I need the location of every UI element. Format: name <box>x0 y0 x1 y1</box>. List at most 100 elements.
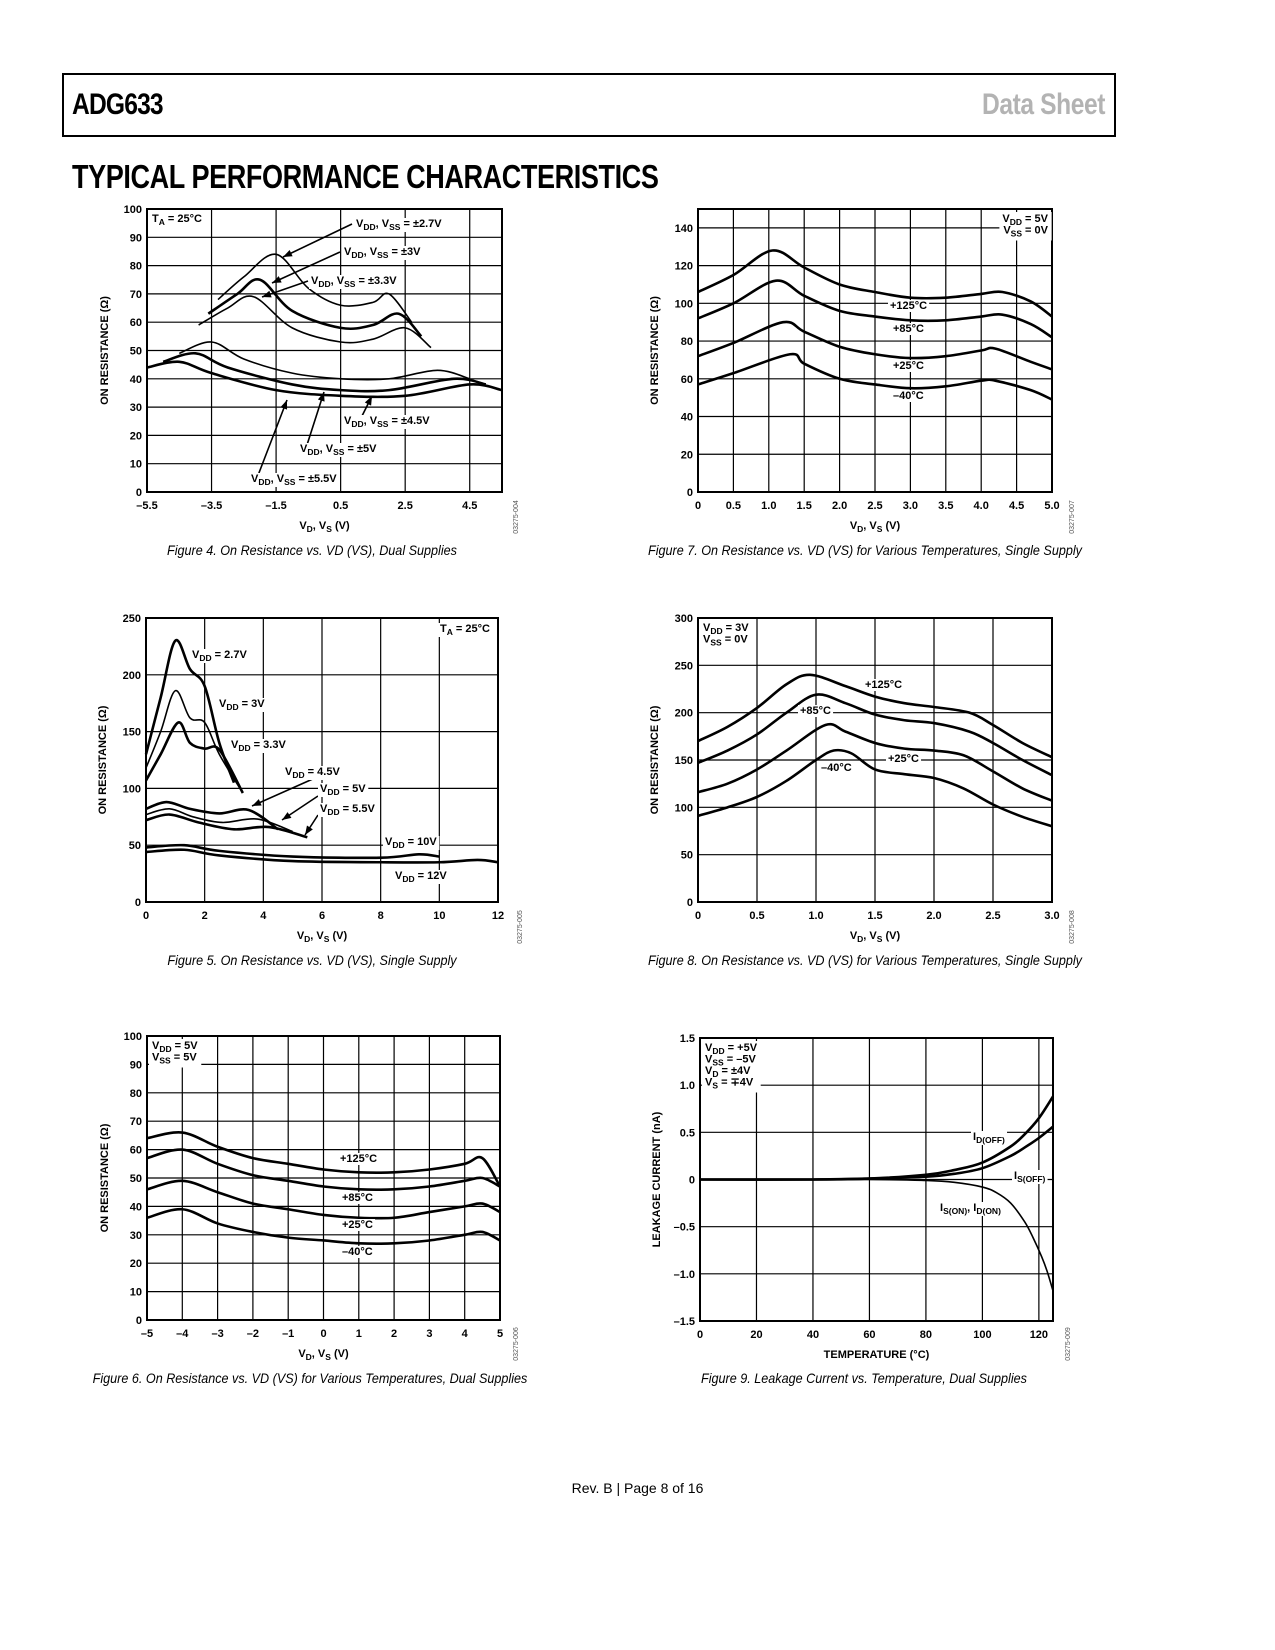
fig6-chart: –5 –4 –3 –2 –1 0 1 2 3 4 50102030405060708090100VD… <box>99 1031 520 1362</box>
series-line-vdd-2-7v <box>144 638 236 784</box>
y-tick-label: 80 <box>681 336 693 348</box>
y-tick-label: 30 <box>130 1230 142 1242</box>
curve-label: VDD = 12V <box>395 870 447 884</box>
x-tick-label: –3 <box>211 1328 223 1340</box>
y-axis-label: ON RESISTANCE (Ω) <box>99 1123 111 1232</box>
annotation-arrowhead <box>317 392 325 402</box>
series-line--125-c <box>697 249 1053 318</box>
series-line--125-c <box>697 673 1053 759</box>
y-tick-label: 60 <box>130 317 142 329</box>
plot-frame <box>699 1037 1054 1322</box>
annotation-arrow-line <box>304 814 319 836</box>
condition-line: VSS = 0V <box>1003 225 1048 239</box>
curve-label-background <box>438 623 493 637</box>
curve-label: VDD = 3V <box>219 698 265 712</box>
plot-frame <box>146 1035 501 1321</box>
curve-label-background <box>888 300 930 312</box>
series-line--40-c <box>697 352 1053 401</box>
curve-label: VDD, VSS = ±5V <box>300 443 377 457</box>
curve-label-background <box>318 803 378 817</box>
curve-label: VDD, VSS = ±3.3V <box>311 275 397 289</box>
y-tick-label: –1.0 <box>674 1269 695 1281</box>
y-tick-label: 0.5 <box>680 1127 695 1139</box>
y-tick-label: –1.5 <box>674 1316 695 1328</box>
y-tick-label: 60 <box>681 374 693 386</box>
figure-4-caption: Figure 4. On Resistance vs. VD (VS), Dua… <box>167 542 457 558</box>
series-line-vdd-10v <box>145 843 440 860</box>
condition-background <box>999 212 1052 241</box>
fig4-chart: –5.5 –3.5 –1.5 0.5 2.5 4.5 0 10 20 30 40 50 60 70 80 90… <box>99 204 520 534</box>
y-tick-label: 50 <box>681 850 693 862</box>
curve-label: VDD = 10V <box>385 836 437 850</box>
series-line--25-c <box>697 320 1053 371</box>
series-line-vdd-vss-2-7v <box>217 253 413 323</box>
x-tick-label: –5 <box>141 1328 153 1340</box>
x-tick-label: 6 <box>319 910 325 922</box>
x-tick-label: 1.5 <box>867 910 882 922</box>
annotation-arrow-line <box>261 280 309 298</box>
y-tick-label: 60 <box>130 1145 142 1157</box>
curve-label-background <box>342 246 424 260</box>
x-tick-label: 3.0 <box>1044 910 1059 922</box>
x-tick-label: –1 <box>282 1328 294 1340</box>
y-tick-label: 20 <box>130 430 142 442</box>
x-tick-label: 0.5 <box>749 910 764 922</box>
y-tick-label: 0 <box>136 1315 142 1327</box>
x-tick-label: 80 <box>920 1329 932 1341</box>
x-tick-label: 2.0 <box>832 500 847 512</box>
curve-label-background <box>217 698 268 712</box>
doc-type: Data Sheet <box>981 88 1105 121</box>
plot-frame <box>697 208 1053 493</box>
series-line--25-c <box>697 722 1053 802</box>
y-tick-label: 70 <box>130 289 142 301</box>
x-tick-label: 2 <box>202 910 208 922</box>
y-tick-label: 0 <box>687 897 693 909</box>
y-tick-label: 10 <box>130 1287 142 1299</box>
x-tick-label: –4 <box>176 1328 189 1340</box>
x-tick-label: –3.5 <box>201 500 222 512</box>
figure-code: 03275-008 <box>1069 910 1076 944</box>
series-line-vdd-3-3v <box>144 721 244 794</box>
y-tick-label: 50 <box>130 346 142 358</box>
curve-label-background <box>1012 1170 1048 1184</box>
y-tick-label: 40 <box>130 1201 142 1213</box>
y-tick-label: 90 <box>130 1059 142 1071</box>
figure-9-caption: Figure 9. Leakage Current vs. Temperatur… <box>701 1370 1027 1386</box>
curve-label-background <box>383 836 440 850</box>
y-tick-label: 20 <box>130 1258 142 1270</box>
x-tick-label: –5.5 <box>136 500 157 512</box>
x-tick-label: 0.5 <box>726 500 741 512</box>
curve-label: VDD, VSS = ±5.5V <box>251 473 337 487</box>
curve-label-background <box>249 473 340 487</box>
section-title: TYPICAL PERFORMANCE CHARACTERISTICS <box>72 158 659 195</box>
curve-label-background <box>938 1202 1004 1216</box>
fig7-chart: 0 0.5 1.0 1.5 2.0 2.5 3.0 3.5 4.0 4.5 5.0 0 20 40 60 80… <box>649 208 1076 534</box>
curve-label: +85°C <box>342 1192 373 1204</box>
x-tick-label: 12 <box>492 910 504 922</box>
x-tick-label: 4.5 <box>462 500 477 512</box>
series-line--85-c <box>146 1148 501 1192</box>
x-tick-label: 120 <box>1030 1329 1048 1341</box>
x-tick-label: 4 <box>462 1328 469 1340</box>
x-tick-label: 2.5 <box>867 500 882 512</box>
figure-5-caption: Figure 5. On Resistance vs. VD (VS), Sin… <box>167 952 457 968</box>
y-tick-label: 200 <box>675 708 693 720</box>
curve-label: –40°C <box>821 762 852 774</box>
condition-line: VSS = 0V <box>703 634 748 648</box>
annotation-arrow-line <box>282 223 353 258</box>
y-tick-label: 1.5 <box>680 1033 695 1045</box>
x-tick-label: 40 <box>807 1329 819 1341</box>
figure-code: 03275-006 <box>513 1327 520 1361</box>
series-line--85-c <box>697 279 1053 339</box>
curve-label-background <box>150 213 205 227</box>
annotation-arrowhead <box>305 825 313 835</box>
x-tick-label: 2.5 <box>398 500 413 512</box>
series-line-vdd-5-5v <box>145 813 308 839</box>
plot-frame <box>145 617 499 903</box>
y-tick-label: 80 <box>130 261 142 273</box>
series-line-vdd-vss-5-5v <box>146 360 503 399</box>
condition-background <box>702 1041 761 1093</box>
y-axis-label: ON RESISTANCE (Ω) <box>649 296 661 405</box>
condition-line: VDD = 5V <box>152 1040 198 1054</box>
y-tick-label: 1.0 <box>680 1080 695 1092</box>
